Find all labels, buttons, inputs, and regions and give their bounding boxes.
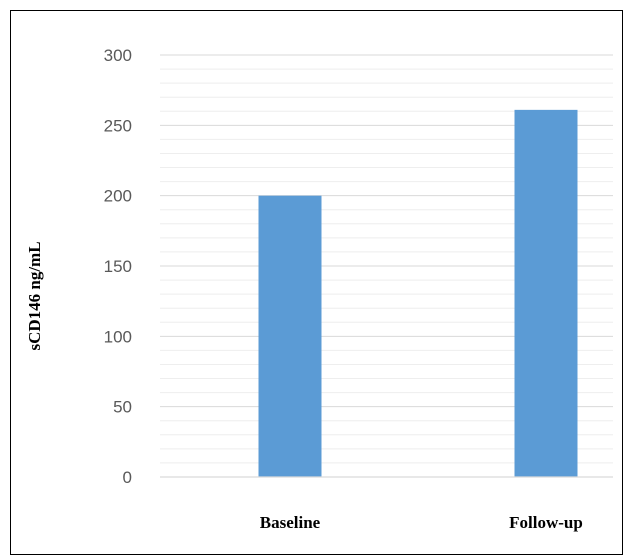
y-tick-label: 0 xyxy=(123,468,132,487)
y-tick-label: 100 xyxy=(104,327,132,346)
y-tick-label: 250 xyxy=(104,116,132,135)
category-label-baseline: Baseline xyxy=(260,513,321,532)
y-tick-label: 150 xyxy=(104,257,132,276)
bars xyxy=(258,109,578,478)
y-axis-label: sCD146 ng/mL xyxy=(25,241,44,350)
y-tick-label: 200 xyxy=(104,187,132,206)
y-tick-label: 300 xyxy=(104,46,132,65)
category-label-follow-up: Follow-up xyxy=(509,513,583,532)
bar-follow-up xyxy=(514,109,578,478)
y-axis-ticks: 0 50 100 150 200 250 300 xyxy=(104,46,132,487)
y-tick-label: 50 xyxy=(113,398,132,417)
bar-baseline xyxy=(258,195,322,477)
x-axis-categories: Baseline Follow-up xyxy=(260,513,583,532)
